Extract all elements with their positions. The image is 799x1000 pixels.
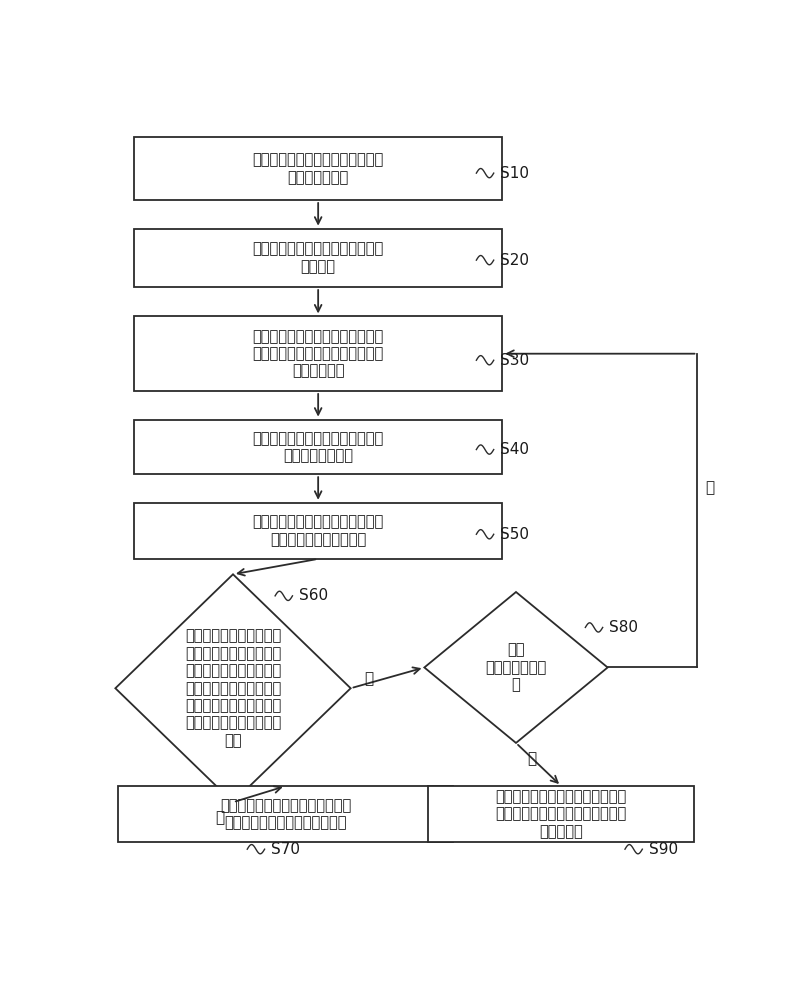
FancyBboxPatch shape xyxy=(118,786,453,842)
Text: S10: S10 xyxy=(500,166,529,181)
Text: 将剂量分布满足预设要求的子图像
确定为目标子图像: 将剂量分布满足预设要求的子图像 确定为目标子图像 xyxy=(252,431,384,463)
FancyBboxPatch shape xyxy=(134,316,503,391)
Text: 是否
达到最大迭代次
数: 是否 达到最大迭代次 数 xyxy=(485,643,547,692)
Text: 将导入的验证模体的图像划分成多
个子图像: 将导入的验证模体的图像划分成多 个子图像 xyxy=(252,242,384,274)
Text: 将所述目标子图像的中心点位置确
定为等中心点的更新位置: 将所述目标子图像的中心点位置确 定为等中心点的更新位置 xyxy=(252,515,384,547)
Text: 否: 否 xyxy=(705,480,714,495)
FancyBboxPatch shape xyxy=(134,420,503,474)
Text: 是: 是 xyxy=(215,810,224,825)
Polygon shape xyxy=(115,574,351,802)
Text: S40: S40 xyxy=(500,442,529,457)
Text: S20: S20 xyxy=(500,253,529,268)
Text: 给出满足剂量范围限制且所有迭代
中剂量分布梯度最小的子图像中心
对应的位置: 给出满足剂量范围限制且所有迭代 中剂量分布梯度最小的子图像中心 对应的位置 xyxy=(495,789,627,839)
Text: 否: 否 xyxy=(364,672,374,687)
Text: S70: S70 xyxy=(271,842,300,857)
Text: S60: S60 xyxy=(299,588,328,603)
FancyBboxPatch shape xyxy=(134,229,503,287)
FancyBboxPatch shape xyxy=(134,137,503,200)
Text: S50: S50 xyxy=(500,527,529,542)
Text: 根据所述等中心点的更新
位置再次进行剂量计算，
确定所述目标子图像的剂
量分布梯度是否小于预设
阈值以及所述目标子图像
的平均剂量是否在剂量范
围内: 根据所述等中心点的更新 位置再次进行剂量计算， 确定所述目标子图像的剂 量分布梯… xyxy=(185,629,281,748)
Text: S80: S80 xyxy=(609,620,638,635)
Text: 是: 是 xyxy=(527,751,536,766)
FancyBboxPatch shape xyxy=(428,786,694,842)
Text: 基于待验证的放射治疗计划和所述
验证模体的图像计算所述验证模体
上的剂量分布: 基于待验证的放射治疗计划和所述 验证模体的图像计算所述验证模体 上的剂量分布 xyxy=(252,329,384,379)
Text: 则所述目标子图像中心点所对应的
位置就是质控测量点的最佳位置: 则所述目标子图像中心点所对应的 位置就是质控测量点的最佳位置 xyxy=(220,798,352,830)
Polygon shape xyxy=(424,592,608,743)
Text: S90: S90 xyxy=(649,842,678,857)
FancyBboxPatch shape xyxy=(134,503,503,559)
Text: S30: S30 xyxy=(500,353,529,368)
Text: 导入验证模体的图像，并给出等中
心点的初始位置: 导入验证模体的图像，并给出等中 心点的初始位置 xyxy=(252,152,384,185)
